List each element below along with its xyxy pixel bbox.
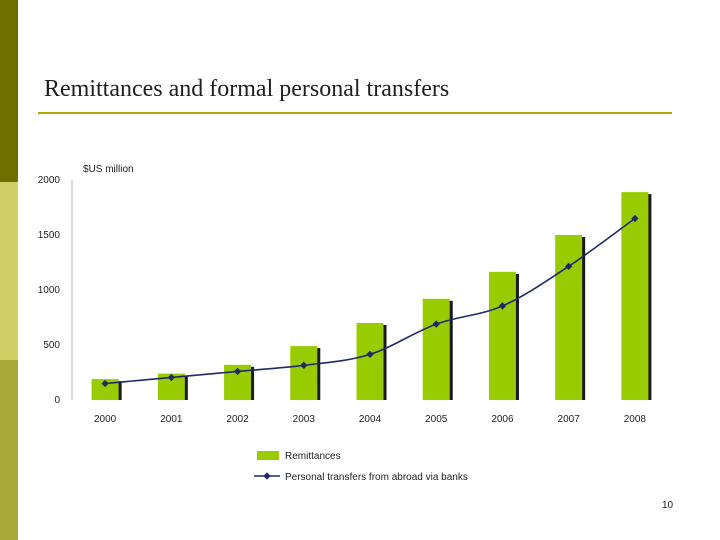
x-tick-label: 2001 xyxy=(160,414,183,425)
bar xyxy=(488,271,516,400)
y-tick-label: 1500 xyxy=(38,230,61,241)
line-point xyxy=(631,214,639,223)
bar xyxy=(91,379,119,400)
sidebar-stripe-light xyxy=(0,182,18,360)
y-tick-label: 1000 xyxy=(38,285,61,296)
x-tick-label: 2004 xyxy=(359,414,382,425)
slide-title: Remittances and formal personal transfer… xyxy=(44,76,450,102)
title-underline xyxy=(38,112,672,114)
x-tick-label: 2006 xyxy=(491,414,514,425)
x-tick-label: 2000 xyxy=(94,414,117,425)
bar xyxy=(422,298,450,400)
legend-swatch-remittances xyxy=(257,451,279,460)
x-tick-label: 2008 xyxy=(624,414,647,425)
legend-marker-transfers xyxy=(263,472,271,480)
line-point xyxy=(498,302,507,310)
x-tick-label: 2007 xyxy=(558,414,581,425)
y-tick-label: 2000 xyxy=(38,175,61,186)
sidebar-stripe-medium xyxy=(0,360,18,540)
y-tick-label: 500 xyxy=(43,340,60,351)
line-point xyxy=(564,262,573,271)
bar xyxy=(621,192,649,400)
y-axis-label: $US million xyxy=(83,164,134,175)
bar xyxy=(555,235,583,400)
sidebar-stripe-dark xyxy=(0,0,18,182)
x-tick-label: 2003 xyxy=(293,414,316,425)
bar xyxy=(290,346,318,400)
legend-label-remittances: Remittances xyxy=(285,451,341,462)
x-tick-label: 2005 xyxy=(425,414,448,425)
legend-label-transfers: Personal transfers from abroad via banks xyxy=(285,472,468,483)
line-point xyxy=(167,373,176,382)
y-tick-label: 0 xyxy=(54,395,60,406)
line-point xyxy=(366,350,374,359)
line-point xyxy=(432,320,440,328)
bar xyxy=(356,323,384,400)
line-point xyxy=(300,361,308,370)
x-tick-label: 2002 xyxy=(226,414,249,425)
slide-number: 10 xyxy=(662,500,674,511)
line-point xyxy=(233,367,242,376)
